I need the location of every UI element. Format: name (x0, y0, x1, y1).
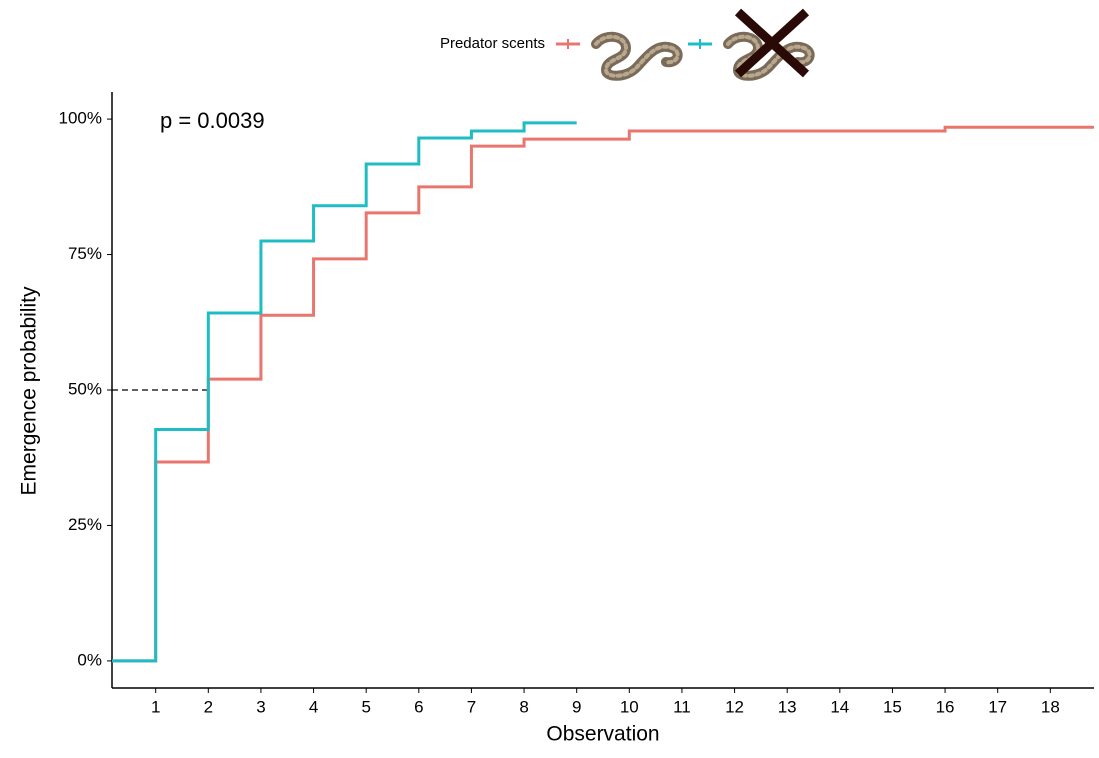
x-tick-label: 12 (725, 697, 744, 716)
x-tick-label: 18 (1041, 697, 1060, 716)
x-tick-label: 3 (256, 697, 265, 716)
x-tick-label: 16 (936, 697, 955, 716)
y-tick-label: 0% (77, 650, 102, 669)
survival-step-line (112, 125, 1094, 663)
y-tick-label: 50% (68, 379, 102, 398)
x-tick-label: 13 (778, 697, 797, 716)
x-tick-label: 9 (572, 697, 581, 716)
y-axis-title: Emergence probability (18, 286, 41, 495)
x-tick-label: 17 (988, 697, 1007, 716)
y-tick-label: 100% (59, 109, 102, 128)
x-tick-label: 2 (204, 697, 213, 716)
x-tick-label: 5 (361, 697, 370, 716)
x-tick-label: 8 (519, 697, 528, 716)
x-tick-label: 10 (620, 697, 639, 716)
x-tick-label: 6 (414, 697, 423, 716)
snake-icon-crossed (723, 8, 815, 81)
x-tick-label: 1 (151, 697, 160, 716)
x-tick-label: 15 (883, 697, 902, 716)
p-value: p = 0.0039 (160, 108, 265, 133)
x-tick-label: 4 (309, 697, 318, 716)
x-axis-title: Observation (546, 723, 659, 746)
legend-title: Predator scents (440, 35, 545, 52)
plot-area (112, 121, 1094, 663)
x-tick-label: 14 (830, 697, 849, 716)
x-tick-label: 11 (673, 697, 691, 716)
x-tick-label: 7 (467, 697, 476, 716)
snake-icon (591, 31, 683, 81)
survival-step-line (112, 121, 577, 663)
y-tick-label: 75% (68, 244, 102, 263)
y-tick-label: 25% (68, 515, 102, 534)
